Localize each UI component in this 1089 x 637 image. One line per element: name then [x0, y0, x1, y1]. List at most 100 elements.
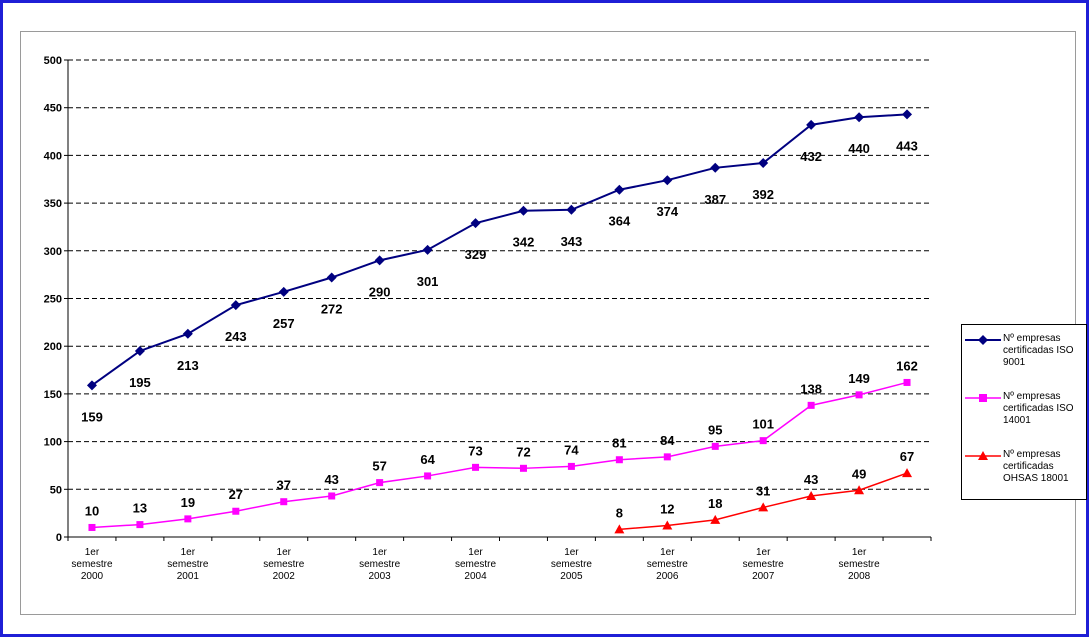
data-label: 387	[704, 192, 726, 207]
data-label: 27	[229, 487, 243, 502]
data-point-square	[663, 453, 671, 461]
data-label: 342	[513, 235, 535, 250]
y-tick-label: 500	[44, 55, 62, 67]
data-label: 43	[324, 472, 338, 487]
x-tick-label: 1er semestre 2005	[551, 547, 593, 582]
data-label: 343	[561, 234, 583, 249]
data-point-square	[807, 401, 815, 409]
data-label: 57	[372, 459, 386, 474]
line-chart: 0 50 100 150 200 250 300 350 400 450 500 1er semestr…	[44, 55, 932, 582]
data-label: 84	[660, 433, 675, 448]
data-label: 95	[708, 422, 722, 437]
data-point-square	[184, 515, 192, 523]
data-label: 364	[609, 214, 631, 229]
data-label: 290	[369, 284, 391, 299]
y-tick-label: 0	[56, 532, 62, 544]
data-label: 101	[752, 417, 774, 432]
data-point-diamond	[86, 380, 97, 391]
y-tick-label: 150	[44, 389, 62, 401]
chart-legend: Nº empresas certificadas ISO 9001 Nº emp…	[961, 324, 1087, 500]
data-point-square	[903, 378, 911, 386]
data-point-square	[519, 464, 527, 472]
data-label: 159	[81, 409, 103, 424]
y-tick-label: 250	[44, 294, 62, 306]
data-label: 329	[465, 247, 487, 262]
data-point-square	[472, 463, 480, 471]
data-point-triangle	[902, 468, 913, 478]
data-point-diamond	[806, 119, 817, 130]
data-point-square	[376, 479, 384, 487]
legend-item-ohsas18001: Nº empresas certificadas OHSAS 18001	[962, 449, 1086, 499]
series-line-1	[91, 113, 908, 387]
data-label: 67	[900, 449, 914, 464]
data-point-diamond	[182, 328, 193, 339]
data-point-square	[232, 507, 240, 515]
data-point-diamond	[758, 158, 769, 169]
legend-item-iso9001: Nº empresas certificadas ISO 9001	[962, 333, 1086, 383]
data-point-diamond	[422, 244, 433, 255]
y-tick-label: 300	[44, 246, 62, 258]
data-label: 73	[468, 443, 482, 458]
legend-label-iso14001: Nº empresas certificadas ISO 14001	[1003, 391, 1074, 426]
data-point-diamond	[518, 205, 529, 216]
data-label: 138	[800, 381, 822, 396]
data-point-square	[759, 437, 767, 445]
data-label: 37	[277, 478, 291, 493]
data-label: 432	[800, 149, 822, 164]
data-point-diamond	[902, 109, 913, 120]
data-label: 149	[848, 371, 870, 386]
x-tick-label: 1er semestre 2002	[263, 547, 305, 582]
data-point-square	[855, 391, 863, 399]
legend-swatch-triangle-icon	[965, 451, 1001, 460]
data-point-diamond	[566, 204, 577, 215]
data-label: 43	[804, 472, 818, 487]
data-point-square	[567, 462, 575, 470]
data-label: 18	[708, 496, 722, 511]
data-point-square	[711, 442, 719, 450]
y-tick-label: 350	[44, 198, 62, 210]
x-tick-label: 1er semestre 2006	[647, 547, 689, 582]
y-tick-label: 400	[44, 150, 62, 162]
x-tick-label: 1er semestre 2000	[71, 547, 113, 582]
data-point-diamond	[614, 184, 625, 195]
data-point-triangle	[758, 502, 769, 512]
data-point-diamond	[134, 345, 145, 356]
x-tick-label: 1er semestre 2007	[743, 547, 785, 582]
data-point-diamond	[374, 255, 385, 266]
y-tick-label: 200	[44, 341, 62, 353]
y-tick-label: 450	[44, 103, 62, 115]
data-point-triangle	[806, 490, 817, 500]
legend-item-iso14001: Nº empresas certificadas ISO 14001	[962, 391, 1086, 441]
legend-swatch-square-icon	[965, 394, 1001, 402]
data-label: 301	[417, 274, 439, 289]
x-tick-label: 1er semestre 2004	[455, 547, 497, 582]
data-label: 162	[896, 358, 918, 373]
data-label: 12	[660, 502, 674, 517]
data-point-square	[424, 472, 432, 480]
data-point-square	[136, 521, 144, 529]
data-point-triangle	[710, 514, 721, 524]
data-point-square	[280, 498, 288, 506]
legend-label-ohsas18001: Nº empresas certificadas OHSAS 18001	[1003, 449, 1069, 484]
data-point-diamond	[326, 272, 337, 283]
data-point-square	[88, 523, 96, 531]
x-tick-label: 1er semestre 2008	[839, 547, 881, 582]
data-point-square	[615, 456, 623, 464]
data-label: 31	[756, 483, 770, 498]
data-point-diamond	[230, 300, 241, 311]
data-point-diamond	[854, 112, 865, 123]
data-point-triangle	[662, 520, 673, 530]
data-label: 213	[177, 358, 199, 373]
data-point-square	[328, 492, 336, 500]
data-label: 72	[516, 444, 530, 459]
series-line-2	[91, 381, 908, 529]
x-tick-label: 1er semestre 2003	[359, 547, 401, 582]
data-label: 243	[225, 329, 247, 344]
data-label: 81	[612, 436, 626, 451]
data-point-diamond	[662, 175, 673, 186]
x-tick-label: 1er semestre 2001	[167, 547, 209, 582]
legend-swatch-diamond-icon	[965, 335, 1001, 345]
data-label: 74	[564, 442, 579, 457]
data-label: 195	[129, 375, 151, 390]
